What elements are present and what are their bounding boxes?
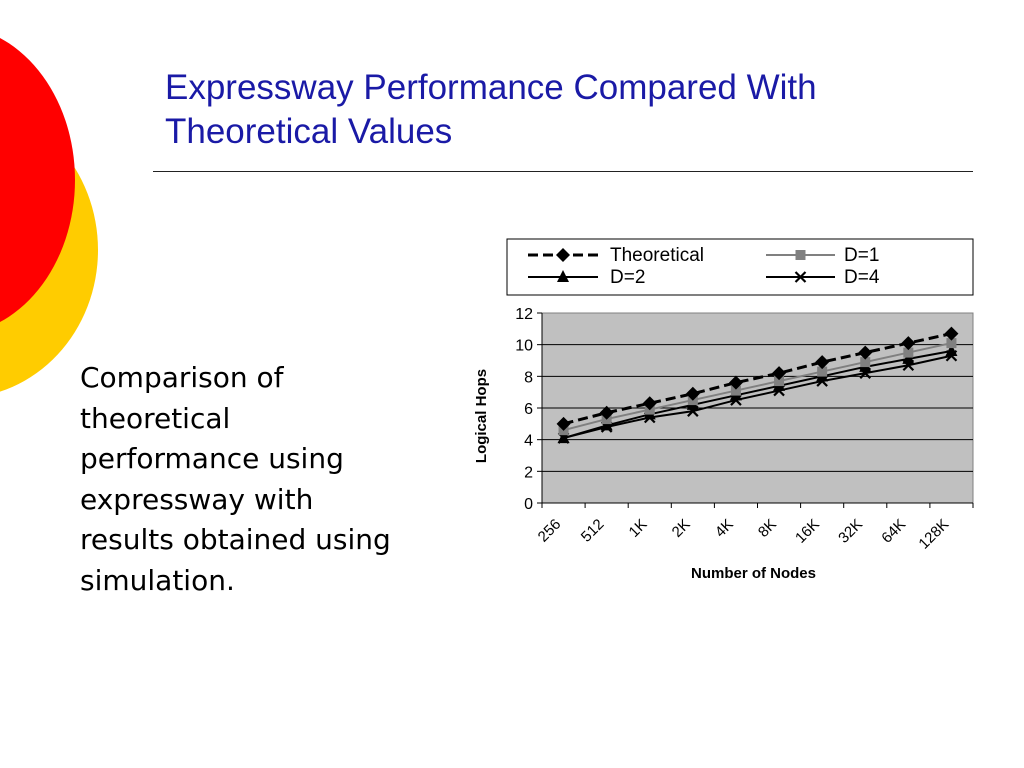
legend-box — [506, 238, 974, 296]
data-point — [772, 366, 787, 381]
x-tick-label: 32K — [835, 516, 866, 547]
data-point — [557, 431, 570, 444]
x-axis-title: Number of Nodes — [691, 565, 816, 582]
data-point — [946, 338, 957, 349]
data-point — [944, 326, 959, 341]
red-circle — [0, 37, 75, 323]
series-line-d-2 — [563, 350, 952, 440]
y-tick-label: 12 — [515, 306, 533, 323]
x-tick-label: 16K — [792, 516, 823, 547]
data-point — [774, 376, 785, 387]
data-point — [817, 366, 828, 377]
data-point — [599, 405, 614, 420]
slide-title-line-1: Expressway Performance Compared With — [165, 68, 817, 107]
data-point — [600, 418, 613, 431]
data-point — [858, 345, 873, 360]
y-tick-label: 8 — [524, 369, 533, 386]
series-line-d-1 — [563, 342, 952, 432]
legend-label: D=2 — [610, 267, 645, 288]
body-line: theoretical — [80, 401, 231, 435]
line-chart: 0 2 4 6 8 10 12 256 512 1K 2K 4K 8K 16K 32K 64K 128K Numb… — [473, 238, 974, 582]
legend-marker — [795, 250, 806, 260]
x-tick-label: 512 — [578, 516, 608, 546]
x-tick-label: 2K — [669, 516, 694, 541]
y-axis-title: Logical Hops — [473, 369, 490, 463]
legend-marker — [794, 271, 807, 283]
legend-label: Theoretical — [610, 245, 704, 266]
data-point — [815, 355, 830, 370]
body-line: expressway with — [80, 482, 314, 516]
x-tick-label: 64K — [878, 516, 909, 547]
y-tick-label: 2 — [524, 464, 533, 481]
x-tick-label: 128K — [915, 516, 952, 553]
data-point — [903, 347, 914, 358]
x-marker-stroke — [794, 271, 807, 283]
body-line: simulation. — [80, 563, 235, 597]
y-tick-label: 10 — [515, 338, 533, 355]
body-line: results obtained using — [80, 523, 391, 556]
x-tick-label: 256 — [535, 516, 565, 546]
data-point — [901, 336, 916, 351]
legend-marker — [557, 270, 569, 282]
y-tick-label: 4 — [524, 433, 533, 450]
legend-label: D=4 — [844, 267, 880, 288]
data-point — [860, 357, 871, 368]
data-point — [556, 416, 571, 431]
legend-marker — [556, 248, 570, 262]
data-point — [642, 396, 657, 411]
series-line-theoretical — [563, 332, 952, 426]
decorative-circles — [0, 37, 98, 392]
data-point — [945, 344, 958, 356]
body-line: Comparison of — [80, 361, 284, 394]
body-line: performance using — [80, 442, 344, 475]
legend-label: D=1 — [844, 245, 879, 266]
y-tick-label: 6 — [524, 401, 533, 418]
data-point — [902, 351, 915, 364]
slide-title: Expressway Performance Compared With The… — [165, 66, 965, 154]
body-text: Comparison of theoretical performance us… — [80, 358, 470, 601]
x-tick-label: 4K — [712, 516, 737, 541]
series-line-d-4 — [563, 354, 952, 440]
data-point — [730, 385, 741, 396]
data-point — [685, 386, 700, 401]
x-tick-label: 1K — [626, 516, 651, 541]
data-point — [728, 375, 743, 390]
title-divider — [153, 171, 973, 172]
y-tick-label: 0 — [524, 496, 533, 513]
slide-title-line-2: Theoretical Values — [165, 112, 453, 151]
x-tick-label: 8K — [755, 516, 780, 541]
